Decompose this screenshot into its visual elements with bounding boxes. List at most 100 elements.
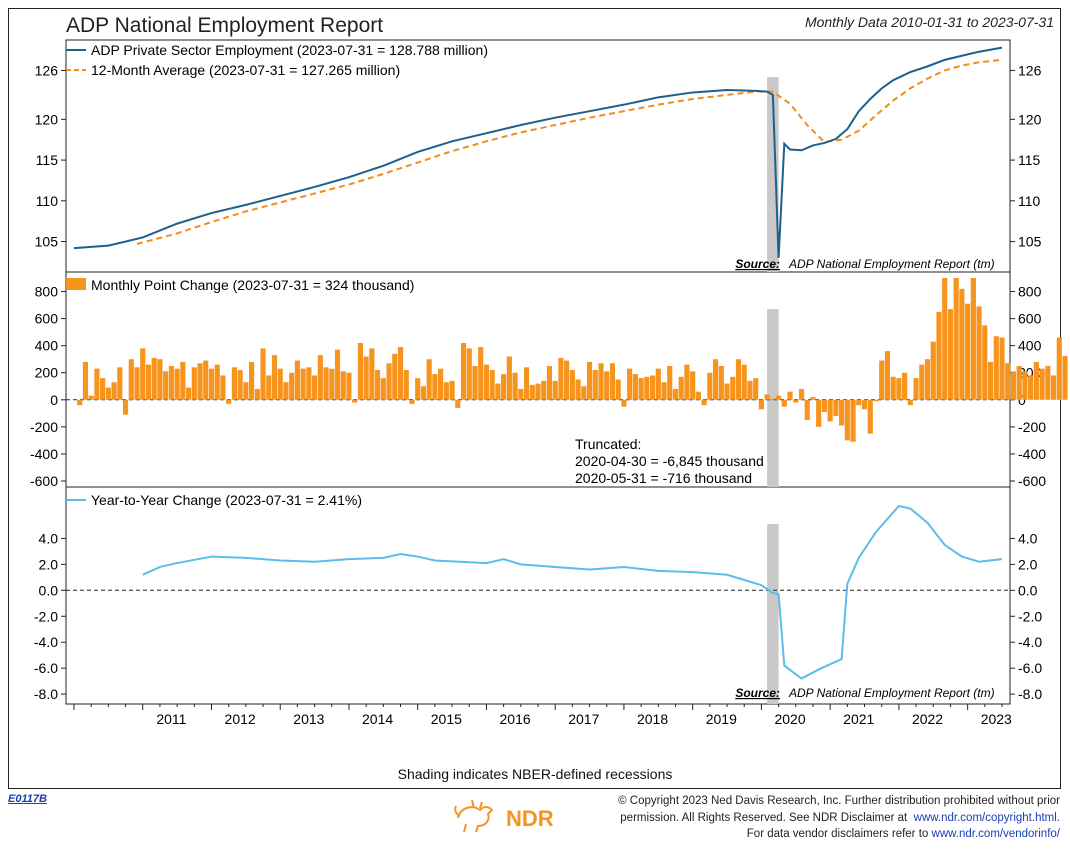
bar [111, 382, 117, 400]
bar [226, 399, 232, 404]
y-tick-label-right: 120 [1018, 111, 1042, 127]
bar [117, 367, 123, 400]
bar [724, 383, 730, 400]
bar [380, 378, 386, 400]
y-tick-label-left: 115 [36, 152, 59, 168]
bar [185, 387, 192, 400]
bar [197, 363, 203, 400]
legend-average-label: 12-Month Average (2023-07-31 = 127.265 m… [91, 62, 400, 78]
bar [317, 355, 323, 400]
bar [1028, 375, 1034, 400]
date-range: Monthly Data 2010-01-31 to 2023-07-31 [804, 14, 1054, 30]
bar [208, 368, 215, 400]
y-tick-label-left: -400 [30, 446, 58, 462]
y-tick-label-right: 600 [1018, 311, 1042, 327]
bar [701, 399, 707, 406]
bar [850, 399, 856, 442]
vendorinfo-link[interactable]: www.ndr.com/vendorinfo/ [931, 828, 1060, 840]
bar [770, 398, 776, 400]
bar [415, 378, 421, 400]
y-tick-label-left: 126 [35, 62, 59, 78]
y-tick-label-left: 0 [50, 392, 58, 408]
source-bottom-label: Source: [735, 686, 780, 700]
bar [1016, 365, 1022, 400]
bar [151, 357, 157, 400]
y-tick-label-left: 600 [35, 311, 59, 327]
bar [672, 388, 679, 400]
bar [535, 383, 541, 400]
bar [902, 372, 908, 400]
y-tick-label-right: 105 [1018, 234, 1042, 250]
bar [804, 399, 810, 421]
source-top-label: Source: [735, 257, 780, 271]
chart-code-link[interactable]: E0117B [8, 793, 47, 805]
bar [707, 372, 713, 400]
bar [128, 359, 134, 400]
copyright-line-2: permission. All Rights Reserved. See NDR… [620, 811, 908, 824]
bar [426, 359, 432, 400]
bar [592, 370, 598, 400]
bar [907, 399, 913, 406]
bar [586, 361, 593, 400]
y-tick-label-left: 120 [35, 111, 59, 127]
bar [1033, 361, 1039, 400]
x-tick-label: 2023 [981, 711, 1012, 727]
bar [449, 380, 455, 400]
bar [827, 399, 833, 422]
copyright-link[interactable]: www.ndr.com/copyright.html. [913, 811, 1060, 824]
bar [145, 364, 152, 400]
bar [157, 359, 163, 400]
bar [621, 399, 627, 407]
bar [180, 361, 186, 400]
bar [976, 306, 982, 400]
bar [609, 363, 616, 400]
ndr-logo-text: NDR [506, 806, 554, 831]
bar [283, 382, 289, 400]
bar [999, 337, 1005, 400]
bar [924, 359, 931, 400]
bar [575, 379, 581, 400]
bar [323, 367, 329, 400]
bar [329, 368, 335, 400]
bar [730, 376, 736, 400]
bar [140, 348, 146, 400]
average-line [136, 58, 1003, 245]
bar [821, 399, 827, 412]
bar [312, 375, 318, 400]
bar [260, 348, 266, 400]
shading-note: Shading indicates NBER-defined recession… [397, 766, 673, 782]
legend-monthly-change-label: Monthly Point Change (2023-07-31 = 324 t… [91, 277, 414, 293]
bar [243, 382, 249, 400]
y-tick-label-left: -2.0 [34, 608, 58, 624]
bar [558, 357, 564, 400]
x-tick-label: 2019 [706, 711, 737, 727]
y-tick-label-right: 400 [1018, 338, 1042, 354]
bar [695, 391, 701, 400]
bar [735, 359, 742, 400]
y-tick-label-left: -4.0 [34, 634, 58, 650]
bar [346, 372, 352, 400]
x-tick-label: 2011 [156, 711, 186, 727]
chart-canvas: 105 105 110 110 115 115 120 120 126 126 -600 -600 -4… [30, 39, 1068, 727]
bar [369, 348, 375, 400]
bar [896, 378, 902, 400]
bar [294, 360, 300, 400]
bar [495, 383, 501, 400]
bar [581, 386, 587, 400]
bar [501, 374, 507, 400]
truncated-annotation-line: 2020-04-30 = -6,845 thousand [575, 453, 764, 469]
source-bottom-text: ADP National Employment Report (tm) [788, 686, 995, 700]
y-tick-label-left: 800 [35, 284, 59, 300]
bar [94, 368, 100, 400]
bar [363, 356, 369, 400]
bar [489, 370, 495, 400]
bar [1010, 371, 1017, 400]
y-tick-label-right: -4.0 [1018, 634, 1042, 650]
y-tick-label-left: 200 [35, 365, 59, 381]
y-tick-label-right: 800 [1018, 284, 1042, 300]
bar [392, 353, 398, 400]
bar [82, 361, 89, 400]
bar [982, 325, 988, 400]
recession-shade-2 [767, 309, 779, 487]
bar [1039, 368, 1045, 400]
